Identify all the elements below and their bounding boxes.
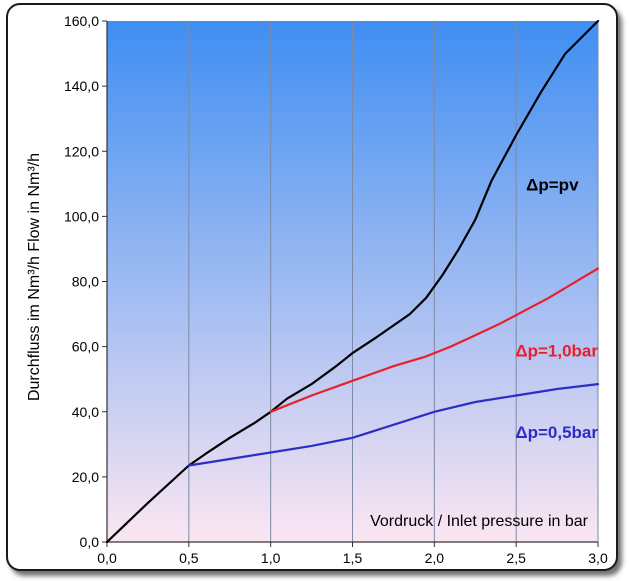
y-tick-label: 60,0 [72, 339, 99, 355]
x-tick-label: 1,0 [261, 550, 281, 566]
series-label-2: Δp=1,0bar [515, 341, 598, 360]
flow-chart: 0,0 20,0 40,0 60,0 80,0 100,0 120,0 140,0 160,0 0… [26, 13, 608, 566]
y-tick-label: 40,0 [72, 404, 99, 420]
series-label-1: Δp=pv [526, 175, 579, 194]
series-line-1 [105, 19, 600, 544]
series-lines [105, 19, 600, 544]
x-tick-label: 1,5 [343, 550, 363, 566]
x-tick-label: 2,0 [425, 550, 445, 566]
y-tick-label: 140,0 [64, 78, 99, 94]
y-axis-title: Durchfluss im Nm³/h Flow in Nm³/h [26, 153, 43, 401]
x-tick-label: 0,5 [179, 550, 199, 566]
series-line-3 [187, 383, 600, 467]
series-label-3: Δp=0,5bar [515, 423, 598, 442]
y-tick-label: 0,0 [80, 534, 100, 550]
series-line-2 [269, 267, 600, 413]
y-tick-label: 160,0 [64, 13, 99, 29]
y-tick-label: 120,0 [64, 143, 99, 159]
grid-lines [188, 21, 517, 542]
series-labels: Δp=pv Δp=1,0bar Δp=0,5bar [515, 175, 598, 441]
x-tick-label: 0,0 [97, 550, 117, 566]
x-tick-label: 3,0 [588, 550, 608, 566]
axes [102, 20, 599, 547]
y-tick-label: 20,0 [72, 469, 99, 485]
x-axis-title: Vordruck / Inlet pressure in bar [370, 513, 589, 530]
y-tick-label: 80,0 [72, 274, 99, 290]
tick-labels: 0,0 20,0 40,0 60,0 80,0 100,0 120,0 140,0 160,0 0… [64, 13, 608, 566]
y-tick-label: 100,0 [64, 208, 99, 224]
chart-frame: 0,0 20,0 40,0 60,0 80,0 100,0 120,0 140,0 160,0 0… [6, 3, 618, 571]
x-tick-label: 2,5 [506, 550, 526, 566]
